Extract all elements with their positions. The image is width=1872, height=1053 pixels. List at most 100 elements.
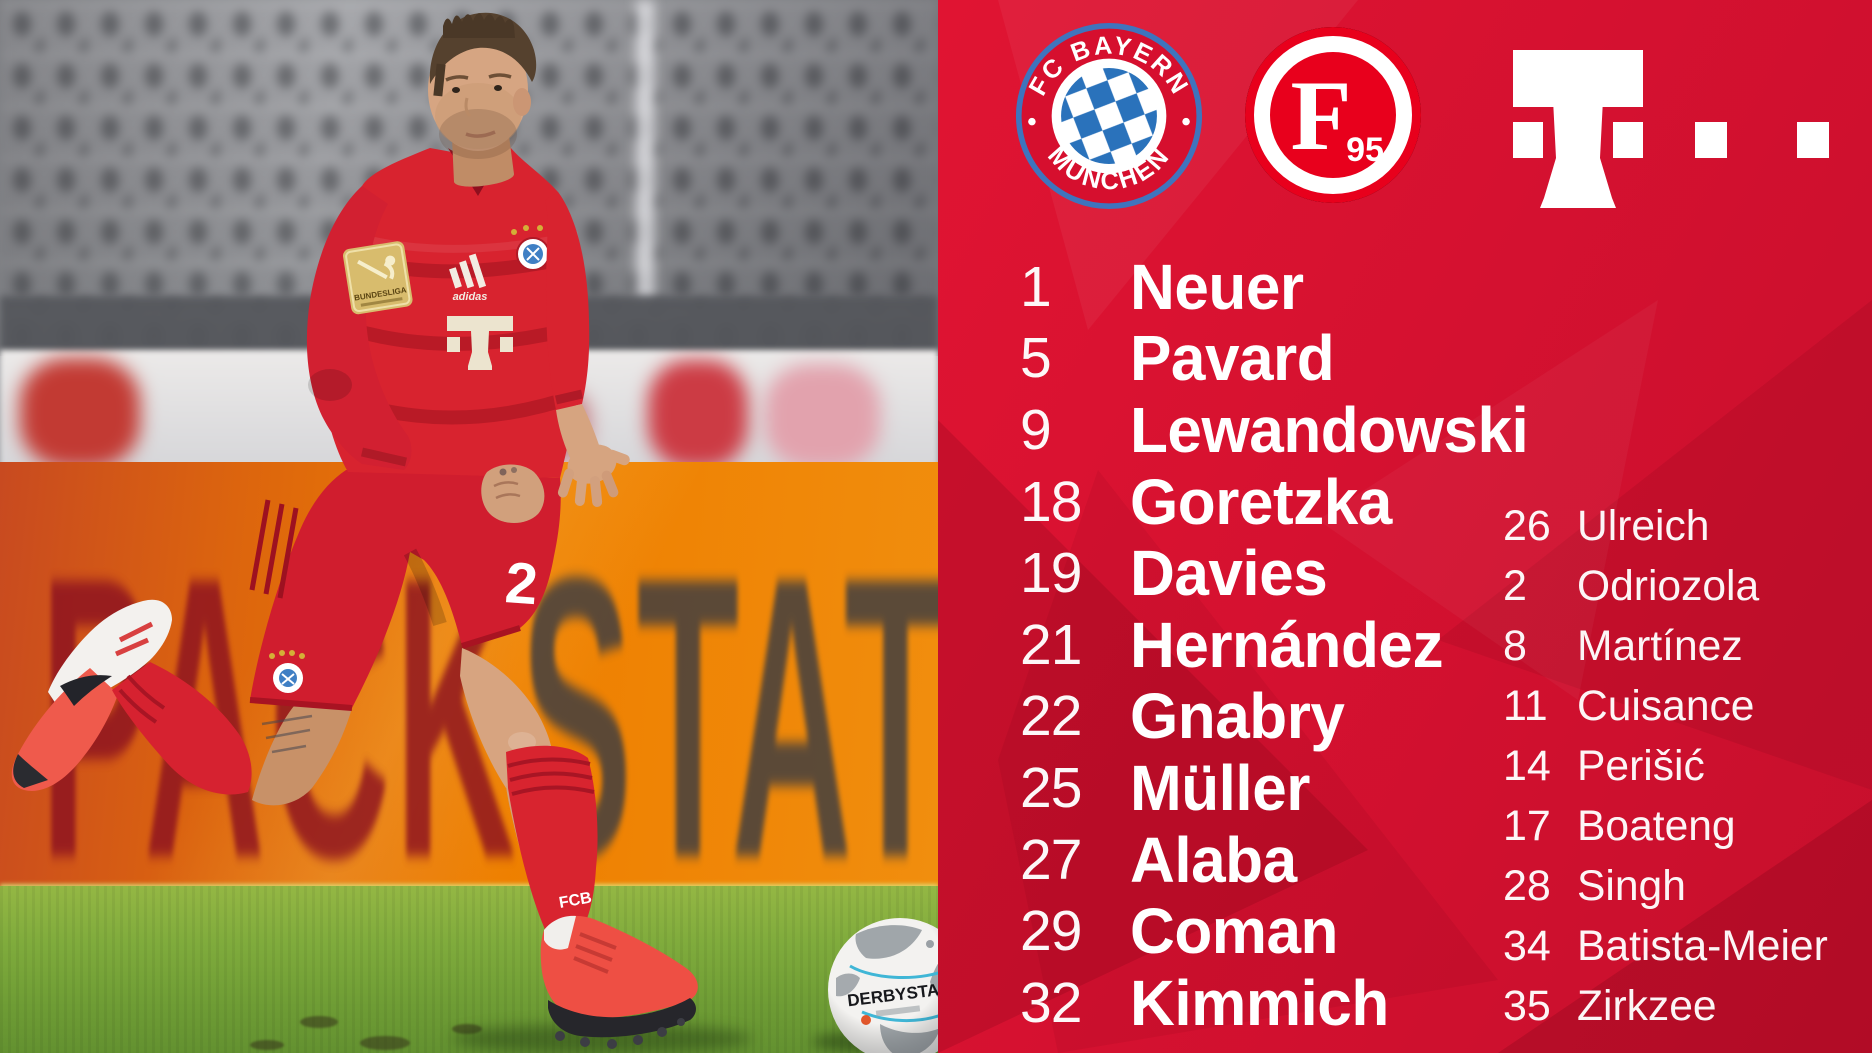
player-name: Pavard [1130, 322, 1335, 395]
player-number: 1 [1020, 254, 1052, 319]
substitute-number: 17 [1503, 801, 1551, 850]
eyebrows [445, 73, 512, 82]
lineup-row: 9 Lewandowski [1020, 394, 1541, 466]
substitute-name: Ulreich [1577, 501, 1710, 550]
lineup-panel: FC BAYERN MÜNCHEN F 95 [938, 0, 1872, 1053]
substitute-row: 11 Cuisance [1503, 676, 1830, 736]
fortuna-number: 95 [1346, 131, 1384, 169]
player-number: 5 [1020, 326, 1052, 391]
substitute-number: 14 [1503, 741, 1551, 790]
front-sock [506, 745, 598, 938]
player-number: 9 [1020, 397, 1052, 462]
player-name: Neuer [1130, 250, 1304, 323]
fc-bayern-badge: FC BAYERN MÜNCHEN [1015, 22, 1203, 210]
player-name: Hernández [1130, 608, 1444, 681]
substitute-row: 17 Boateng [1503, 796, 1830, 856]
substitute-name: Odriozola [1577, 561, 1760, 610]
blurred-banner-blob [20, 358, 140, 468]
substitute-row: 2 Odriozola [1503, 556, 1830, 616]
back-boot [11, 599, 172, 791]
player-number: 32 [1020, 970, 1082, 1035]
adidas-wordmark: adidas [453, 291, 488, 303]
substitute-name: Batista-Meier [1577, 921, 1828, 970]
substitute-number: 11 [1503, 681, 1548, 730]
adidas-logo: adidas [449, 253, 488, 303]
badge-rauten [1060, 67, 1158, 165]
player-name: Alaba [1130, 823, 1297, 896]
substitute-number: 26 [1503, 501, 1551, 550]
sock-folds [507, 757, 595, 796]
badge-white-ring [1254, 36, 1412, 194]
sock-label: FCB [558, 889, 593, 911]
player-name: Goretzka [1130, 465, 1392, 538]
player-name: Coman [1130, 895, 1338, 968]
eye [494, 85, 502, 91]
substitute-row: 35 Zirkzee [1503, 976, 1830, 1036]
shorts-crest [269, 650, 305, 693]
t-square-right [1613, 122, 1643, 158]
player-head [428, 12, 537, 187]
player-number: 27 [1020, 827, 1082, 892]
lineup-row: 1 Neuer [1020, 251, 1541, 323]
ear [513, 88, 531, 116]
player-photo: PACKSTAT DERBYSTAR [0, 0, 938, 1053]
substitute-name: Martínez [1577, 621, 1743, 670]
substitute-row: 28 Singh [1503, 856, 1830, 916]
fist-hand [481, 464, 545, 523]
fortuna-letter: F [1290, 60, 1351, 171]
bundesliga-patch: BUNDESLIGA [343, 241, 413, 315]
blurred-banner-blob [648, 360, 748, 468]
player-name: Müller [1130, 751, 1310, 824]
player-number: 21 [1020, 612, 1082, 677]
left-cuff [361, 447, 407, 467]
lineup-row: 22 Gnabry [1020, 680, 1541, 753]
substitute-row: 14 Perišić [1503, 736, 1830, 796]
player-name: Gnabry [1130, 680, 1345, 753]
player-lucas-hernandez: 2 adidas [11, 12, 698, 1049]
substitute-name: Singh [1577, 861, 1686, 910]
lineup-row: 19 Davies [1020, 537, 1541, 609]
substitute-number: 2 [1503, 561, 1527, 610]
pitch-dirt [250, 1040, 284, 1050]
chest-telekom-logo [447, 316, 513, 370]
t-dot [1797, 122, 1829, 158]
t-dot [1695, 122, 1727, 158]
mouth [465, 130, 496, 138]
blurred-banner-blob [765, 364, 880, 468]
substitutes-list: 26 Ulreich 2 Odriozola 8 Martínez 11 Cui… [1503, 496, 1830, 1036]
left-sleeve: BUNDESLIGA [306, 186, 413, 470]
front-leg: FCB [460, 648, 698, 1049]
substitute-number: 8 [1503, 621, 1527, 670]
lineup-row: 18 Goretzka [1020, 466, 1541, 538]
substitute-number: 34 [1503, 921, 1551, 970]
hair-spikes [443, 13, 515, 38]
player-number: 25 [1020, 755, 1082, 820]
substitute-name: Cuisance [1577, 681, 1755, 730]
substitute-number: 35 [1503, 981, 1551, 1030]
pitch-dirt [360, 1036, 410, 1050]
player-name: Davies [1130, 537, 1328, 610]
substitute-name: Boateng [1577, 801, 1736, 850]
eye [452, 87, 460, 93]
hand-tattoo [499, 468, 507, 476]
sideburn [433, 63, 446, 97]
substitute-name: Perišić [1577, 741, 1705, 790]
telekom-t-logo [1513, 50, 1833, 208]
right-sleeve [545, 192, 590, 410]
substitute-row: 26 Ulreich [1503, 496, 1830, 556]
lineup-row: 27 Alaba [1020, 824, 1541, 896]
leg-tattoo [261, 714, 313, 754]
lineup-row: 29 Coman [1020, 895, 1541, 967]
stubble [439, 109, 517, 159]
nose [464, 97, 472, 118]
starting-lineup-list: 1 Neuer 5 Pavard 9 Lewandowski 18 Goretz… [1020, 251, 1541, 1039]
back-sock-folds [118, 674, 166, 724]
ball-shading [828, 918, 938, 1053]
lineup-row: 32 Kimmich [1020, 967, 1541, 1039]
back-thigh [252, 700, 352, 806]
shorts: 2 [249, 470, 561, 711]
fortuna-duesseldorf-badge: F 95 [1245, 27, 1421, 203]
player-number: 29 [1020, 899, 1082, 964]
pitch-dirt [452, 1024, 482, 1034]
